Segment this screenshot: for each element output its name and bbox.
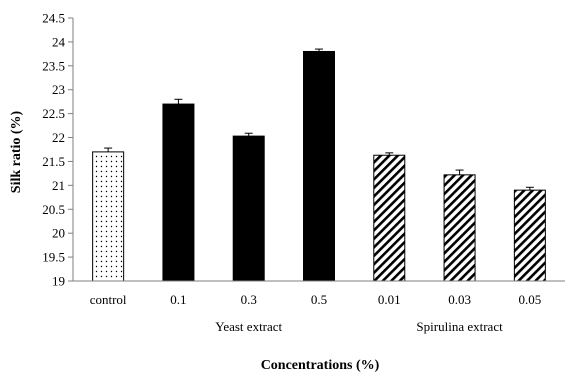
y-tick-label: 24.5 xyxy=(42,11,65,26)
x-category-label: 0.03 xyxy=(448,292,471,307)
bar-0.3 xyxy=(232,135,265,282)
x-category-label: 0.3 xyxy=(241,292,257,307)
x-category-label: 0.1 xyxy=(170,292,186,307)
y-tick-label: 23.5 xyxy=(42,58,65,73)
y-tick-label: 21.5 xyxy=(42,154,65,169)
x-group-label: Yeast extract xyxy=(215,319,282,334)
bar-0.1 xyxy=(162,103,195,282)
y-axis-title: Silk ratio (%) xyxy=(9,110,24,193)
error-bars xyxy=(104,48,534,191)
x-category-label: 0.05 xyxy=(518,292,541,307)
y-axis-ticks: 19 19.5 20 20.5 21 21.5 22 22.5 23 23.5 24 24.5 xyxy=(42,11,73,289)
bar-0.05 xyxy=(513,189,546,282)
x-category-label: 0.01 xyxy=(378,292,401,307)
y-tick-label: 20 xyxy=(52,226,65,241)
x-category-label: 0.5 xyxy=(311,292,327,307)
x-axis-title: Concentrations (%) xyxy=(261,358,380,373)
y-tick-label: 22 xyxy=(52,130,65,145)
x-axis-category-labels: control 0.1 0.3 0.5 0.01 0.03 0.05 xyxy=(90,292,542,307)
bar-0.01 xyxy=(373,154,406,282)
y-tick-label: 22.5 xyxy=(42,106,65,121)
bar-0.03 xyxy=(443,174,476,282)
x-axis-group-labels: Yeast extract Spirulina extract xyxy=(215,319,503,334)
y-tick-label: 24 xyxy=(52,34,66,49)
x-group-label: Spirulina extract xyxy=(416,319,503,334)
y-tick-label: 21 xyxy=(52,178,65,193)
bars xyxy=(92,50,546,282)
y-tick-label: 23 xyxy=(52,82,65,97)
bar-control xyxy=(92,151,125,282)
y-tick-label: 19.5 xyxy=(42,250,65,265)
x-category-label: control xyxy=(90,292,127,307)
bar-0.5 xyxy=(303,50,335,282)
y-tick-label: 19 xyxy=(52,274,65,289)
y-tick-label: 20.5 xyxy=(42,202,65,217)
